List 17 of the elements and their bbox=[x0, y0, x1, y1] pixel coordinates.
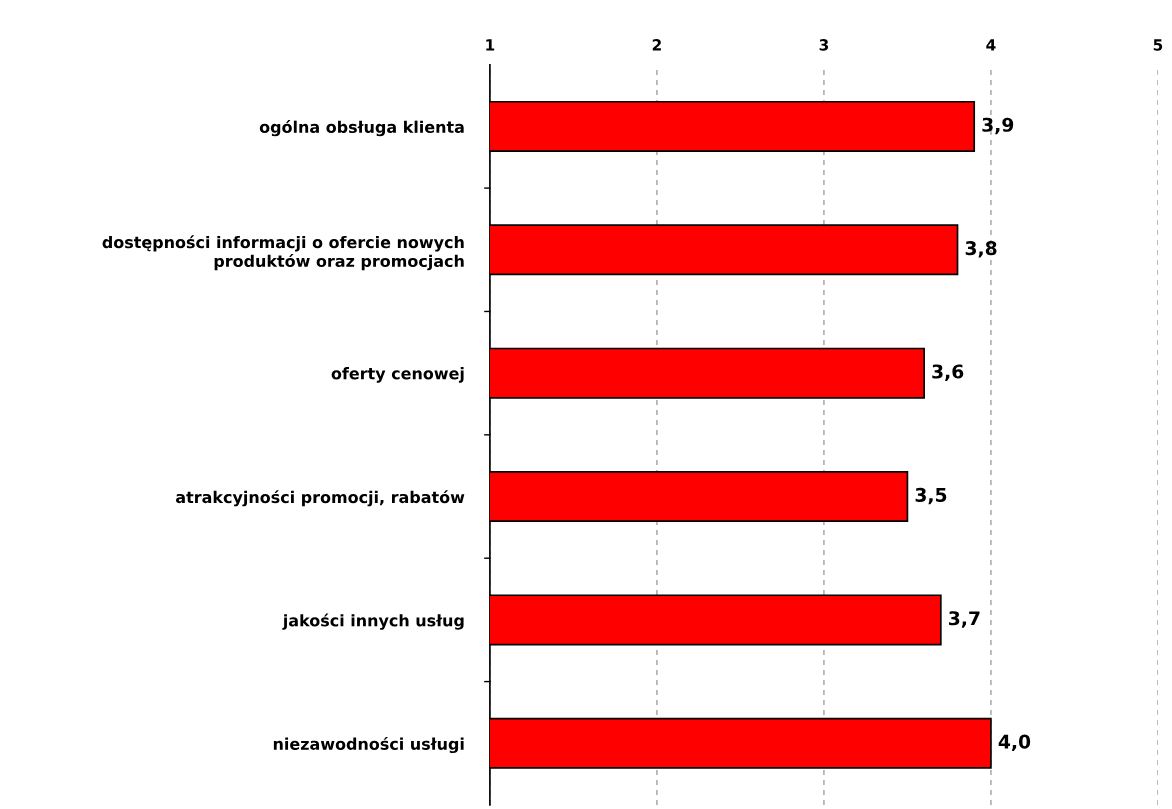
y-tick-label: dostępności informacji o ofercie nowych produktów oraz promocjach bbox=[102, 235, 464, 271]
x-tick-label: 2 bbox=[652, 39, 661, 51]
data-label: 3,9 bbox=[982, 117, 1014, 135]
x-tick-label: 4 bbox=[986, 39, 996, 51]
x-tick-label: 1 bbox=[486, 39, 495, 51]
data-label: 3,8 bbox=[965, 241, 997, 258]
y-tick-label: jakości innych usług bbox=[282, 613, 464, 630]
y-tick-label: ogólna obsługa klienta bbox=[259, 120, 464, 137]
y-tick-label: atrakcyjności promocji, rabatów bbox=[176, 490, 465, 507]
data-label: 3,6 bbox=[932, 364, 964, 381]
x-tick-label: 5 bbox=[1153, 39, 1163, 51]
data-label: 3,5 bbox=[915, 487, 947, 505]
y-tick-label: niezawodności usługi bbox=[273, 736, 464, 754]
y-tick-label: oferty cenowej bbox=[331, 367, 464, 383]
x-tick-label: 3 bbox=[819, 39, 829, 51]
data-label: 4,0 bbox=[998, 734, 1031, 752]
data-label: 3,7 bbox=[949, 611, 980, 628]
